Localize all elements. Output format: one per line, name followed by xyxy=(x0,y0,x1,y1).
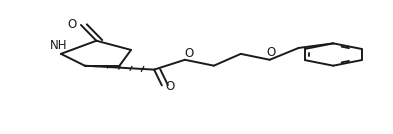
Text: O: O xyxy=(165,80,174,93)
Text: O: O xyxy=(266,46,276,59)
Text: NH: NH xyxy=(50,39,68,52)
Text: O: O xyxy=(184,47,193,60)
Text: O: O xyxy=(68,18,77,31)
